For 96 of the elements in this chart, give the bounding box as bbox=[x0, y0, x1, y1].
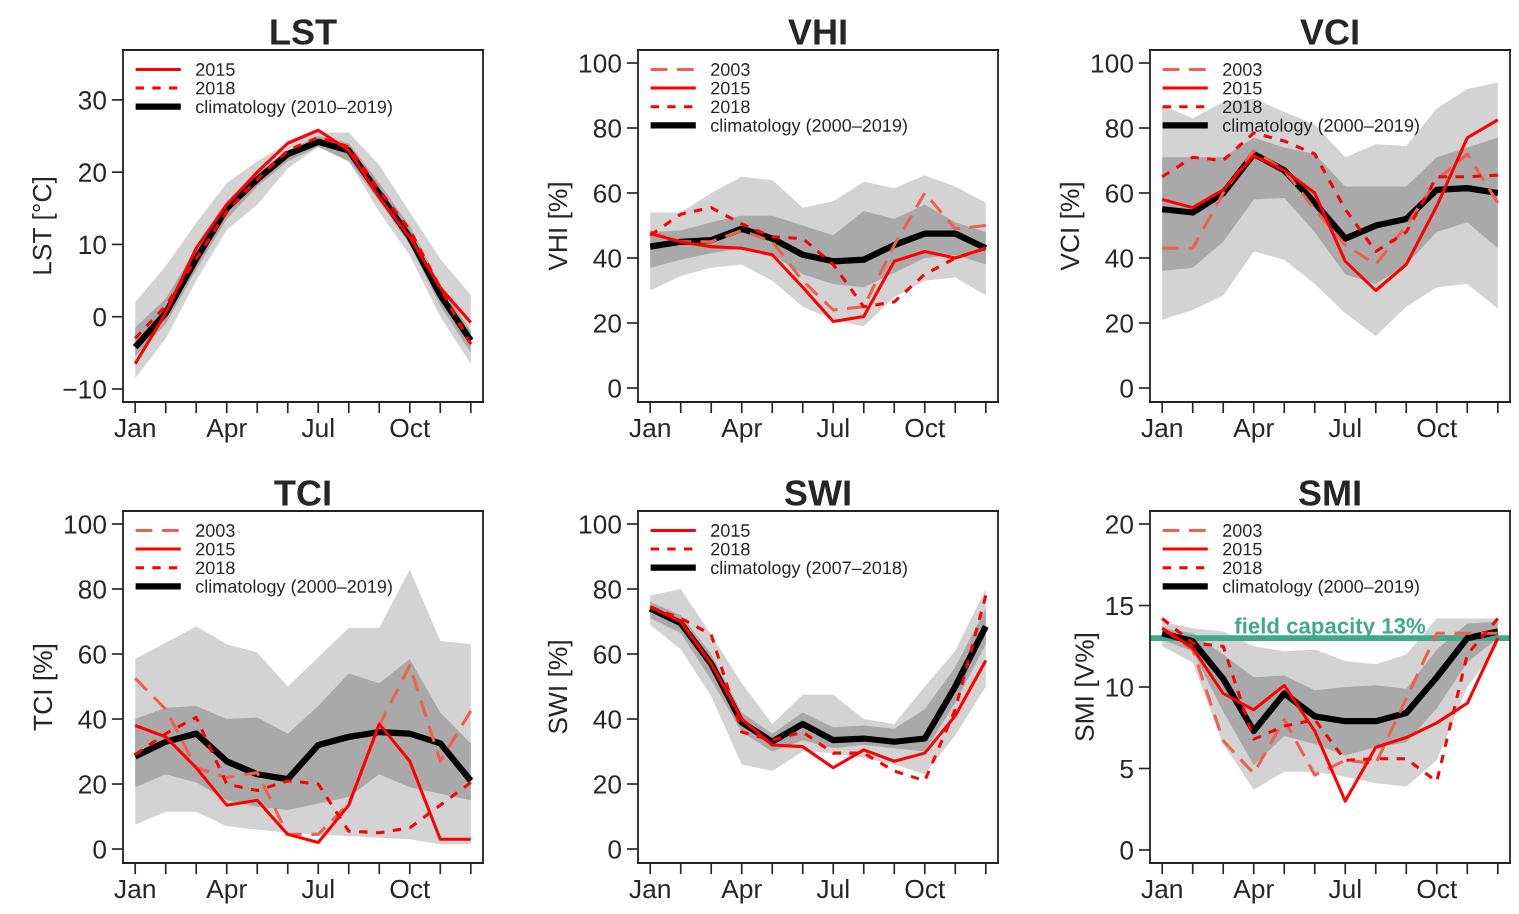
line-series bbox=[1160, 149, 1500, 267]
x-tick-label: Apr bbox=[721, 418, 762, 443]
y-tick-label: 20 bbox=[1106, 314, 1133, 333]
x-tick-label: Apr bbox=[206, 879, 247, 904]
y-tick-label: 10 bbox=[79, 235, 106, 255]
line-series bbox=[133, 663, 473, 836]
legend-label: 2018 bbox=[196, 561, 235, 575]
y-tick-label: 10 bbox=[1106, 678, 1133, 697]
y-tick-label: 20 bbox=[594, 775, 621, 794]
y-tick-label: 40 bbox=[78, 710, 106, 729]
legend-label: climatology (2000–2019) bbox=[1222, 118, 1419, 136]
x-tick-label: Oct bbox=[1417, 418, 1458, 438]
y-tick-label: 60 bbox=[79, 645, 106, 664]
x-tick-label: Apr bbox=[1233, 879, 1274, 904]
legend-label: 2015 bbox=[711, 81, 750, 95]
x-tick-label: Jul bbox=[816, 417, 849, 438]
y-tick-label: 80 bbox=[1105, 119, 1133, 138]
y-tick-label: 40 bbox=[593, 249, 621, 268]
legend-label: climatology (2010–2019) bbox=[195, 99, 392, 117]
y-tick-label: 40 bbox=[1105, 249, 1133, 268]
y-tick-label: 20 bbox=[79, 163, 106, 182]
x-tick-label: Oct bbox=[905, 418, 946, 438]
x-tick-label: Apr bbox=[721, 879, 762, 904]
y-tick-label: 5 bbox=[1120, 759, 1133, 779]
x-tick-label: Jan bbox=[114, 879, 155, 899]
x-tick-label: Oct bbox=[390, 418, 431, 438]
y-tick-label: 20 bbox=[594, 314, 621, 333]
x-tick-label: Jul bbox=[1328, 417, 1361, 438]
x-tick-label: Oct bbox=[390, 879, 431, 899]
y-tick-label: 100 bbox=[1092, 54, 1133, 73]
legend-label: 2018 bbox=[196, 81, 235, 95]
legend-label: 2018 bbox=[1223, 100, 1262, 114]
legend-label: 2018 bbox=[1223, 561, 1262, 575]
legend-label: 2015 bbox=[711, 524, 750, 537]
x-tick-label: Jan bbox=[629, 879, 670, 899]
legend-label: 2015 bbox=[196, 542, 235, 556]
chart-title: SMI bbox=[1298, 480, 1360, 506]
y-tick-label: 30 bbox=[78, 91, 106, 110]
y-tick-label: 0 bbox=[93, 840, 106, 859]
legend-label: 2015 bbox=[1223, 81, 1262, 95]
line-series bbox=[1160, 118, 1500, 293]
legend-label: climatology (2007–2018) bbox=[710, 560, 907, 578]
x-tick-label: Jan bbox=[629, 418, 670, 438]
legend-label: climatology (2000–2019) bbox=[195, 579, 392, 597]
y-tick-label: 20 bbox=[79, 775, 106, 794]
x-tick-label: Jan bbox=[1141, 879, 1182, 899]
x-tick-label: Oct bbox=[1417, 879, 1458, 899]
y-tick-label: 0 bbox=[1120, 841, 1133, 860]
x-tick-label: Jan bbox=[114, 418, 155, 438]
legend-label: 2015 bbox=[1223, 542, 1262, 556]
y-tick-label: 80 bbox=[78, 580, 106, 599]
chart-title: VCI bbox=[1300, 19, 1358, 45]
x-tick-label: Apr bbox=[206, 418, 247, 443]
y-tick-label: 15 bbox=[1106, 596, 1133, 616]
legend-label: climatology (2000–2019) bbox=[1222, 579, 1419, 597]
y-tick-label: 100 bbox=[580, 54, 621, 73]
legend-label: 2003 bbox=[196, 524, 235, 537]
legend-label: 2018 bbox=[711, 100, 750, 114]
y-tick-label: 0 bbox=[1120, 379, 1133, 398]
y-tick-label: 40 bbox=[593, 710, 621, 729]
y-tick-label: 0 bbox=[93, 307, 106, 327]
legend-label: 2015 bbox=[196, 63, 235, 76]
y-axis-title: TCI [%] bbox=[32, 644, 58, 731]
y-tick-label: 60 bbox=[1106, 184, 1133, 203]
chart-title: VHI bbox=[788, 19, 846, 45]
x-tick-label: Jan bbox=[1141, 418, 1182, 438]
chart-title: TCI bbox=[274, 480, 330, 506]
x-tick-label: Jul bbox=[301, 417, 334, 438]
legend-label: 2018 bbox=[711, 542, 750, 556]
x-tick-label: Apr bbox=[1233, 418, 1274, 443]
ref-line-label: field capacity 13% bbox=[1234, 617, 1426, 639]
y-tick-label: −10 bbox=[63, 380, 106, 399]
y-tick-label: 100 bbox=[580, 515, 621, 534]
chart-title: LST bbox=[271, 19, 337, 45]
y-axis-title: VHI [%] bbox=[547, 183, 573, 271]
y-tick-label: 80 bbox=[593, 580, 621, 599]
y-axis-title: SWI [%] bbox=[547, 641, 573, 734]
y-axis-title: LST [°C] bbox=[32, 178, 57, 274]
x-tick-label: Oct bbox=[905, 879, 946, 899]
y-tick-label: 80 bbox=[593, 119, 621, 138]
y-tick-label: 60 bbox=[594, 645, 621, 664]
y-tick-label: 20 bbox=[1106, 515, 1133, 534]
y-axis-title: VCI [%] bbox=[1059, 183, 1085, 271]
y-tick-label: 100 bbox=[65, 515, 106, 534]
y-tick-label: 60 bbox=[594, 184, 621, 203]
x-tick-label: Jul bbox=[1328, 878, 1361, 899]
legend-label: climatology (2000–2019) bbox=[710, 118, 907, 136]
legend-label: 2003 bbox=[1223, 63, 1262, 76]
legend-label: 2003 bbox=[1223, 524, 1262, 537]
y-axis-title: SMI [V%] bbox=[1074, 633, 1100, 741]
x-tick-label: Jul bbox=[816, 878, 849, 899]
y-tick-label: 0 bbox=[608, 379, 621, 398]
legend-label: 2003 bbox=[711, 63, 750, 76]
y-tick-label: 0 bbox=[608, 840, 621, 859]
chart-title: SWI bbox=[784, 480, 850, 506]
x-tick-label: Jul bbox=[301, 878, 334, 899]
